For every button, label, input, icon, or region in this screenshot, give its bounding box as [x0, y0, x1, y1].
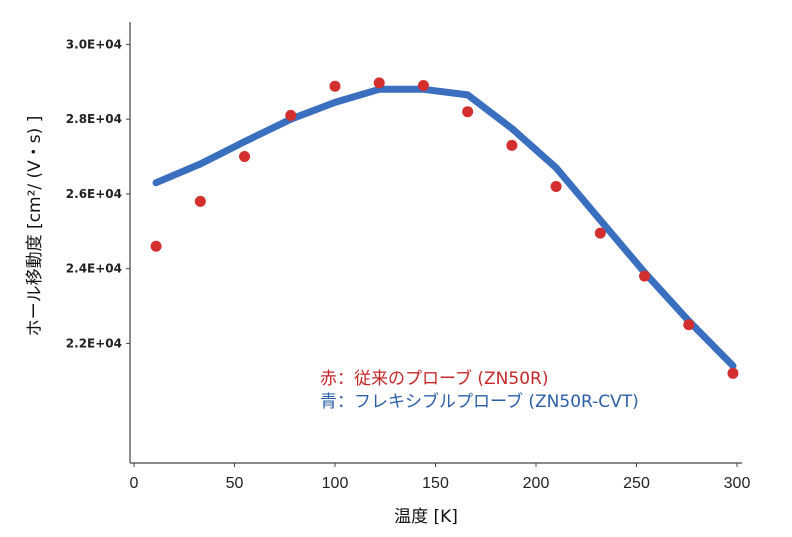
- x-tick-label: 0: [130, 475, 139, 492]
- blue-series: [152, 85, 737, 370]
- x-tick-label: 200: [523, 475, 550, 492]
- y-tick-label: 2.2E+04: [66, 336, 122, 350]
- data-point-conventional-probe: [506, 139, 518, 151]
- data-point-conventional-probe: [194, 195, 206, 207]
- data-point-conventional-probe: [550, 180, 562, 192]
- data-point-conventional-probe: [594, 227, 606, 239]
- data-point-conventional-probe: [462, 106, 474, 118]
- y-axis-label: ホール移動度 [cm²/ (V・s) ]: [25, 116, 45, 337]
- series-line-flexible-probe: [152, 85, 737, 370]
- legend-entry-blue: 青：フレキシブルプローブ (ZN50R-CVT): [320, 391, 639, 412]
- y-tick-label: 2.4E+04: [66, 262, 122, 276]
- x-tick-label: 150: [422, 475, 449, 492]
- x-tick-label: 100: [322, 475, 349, 492]
- data-point-conventional-probe: [373, 77, 385, 89]
- x-tick-label: 300: [724, 475, 751, 492]
- data-point-conventional-probe: [417, 80, 429, 92]
- x-tick-label: 250: [623, 475, 650, 492]
- data-point-conventional-probe: [239, 151, 251, 163]
- y-axis-title: ホール移動度 [cm²/ (V・s) ]: [25, 116, 45, 337]
- data-point-conventional-probe: [727, 367, 739, 379]
- legend: 赤：従来のプローブ (ZN50R) 青：フレキシブルプローブ (ZN50R-CV…: [320, 368, 639, 412]
- y-tick-label: 3.0E+04: [66, 37, 122, 51]
- data-point-conventional-probe: [639, 270, 651, 282]
- data-point-conventional-probe: [683, 319, 695, 331]
- x-tick-label: 50: [226, 475, 244, 492]
- x-axis-label: 温度 [K]: [394, 507, 458, 527]
- legend-entry-red: 赤：従来のプローブ (ZN50R): [320, 368, 548, 389]
- data-point-conventional-probe: [150, 240, 162, 252]
- data-point-conventional-probe: [329, 80, 341, 92]
- data-point-conventional-probe: [285, 109, 297, 121]
- red-series: [150, 77, 739, 379]
- x-ticks: 0 50 100 150 200 250 300: [130, 463, 751, 492]
- y-tick-label: 2.8E+04: [66, 112, 122, 126]
- y-ticks: 3.0E+04 2.8E+04 2.6E+04 2.4E+04 2.2E+04: [66, 37, 130, 350]
- y-tick-label: 2.6E+04: [66, 187, 122, 201]
